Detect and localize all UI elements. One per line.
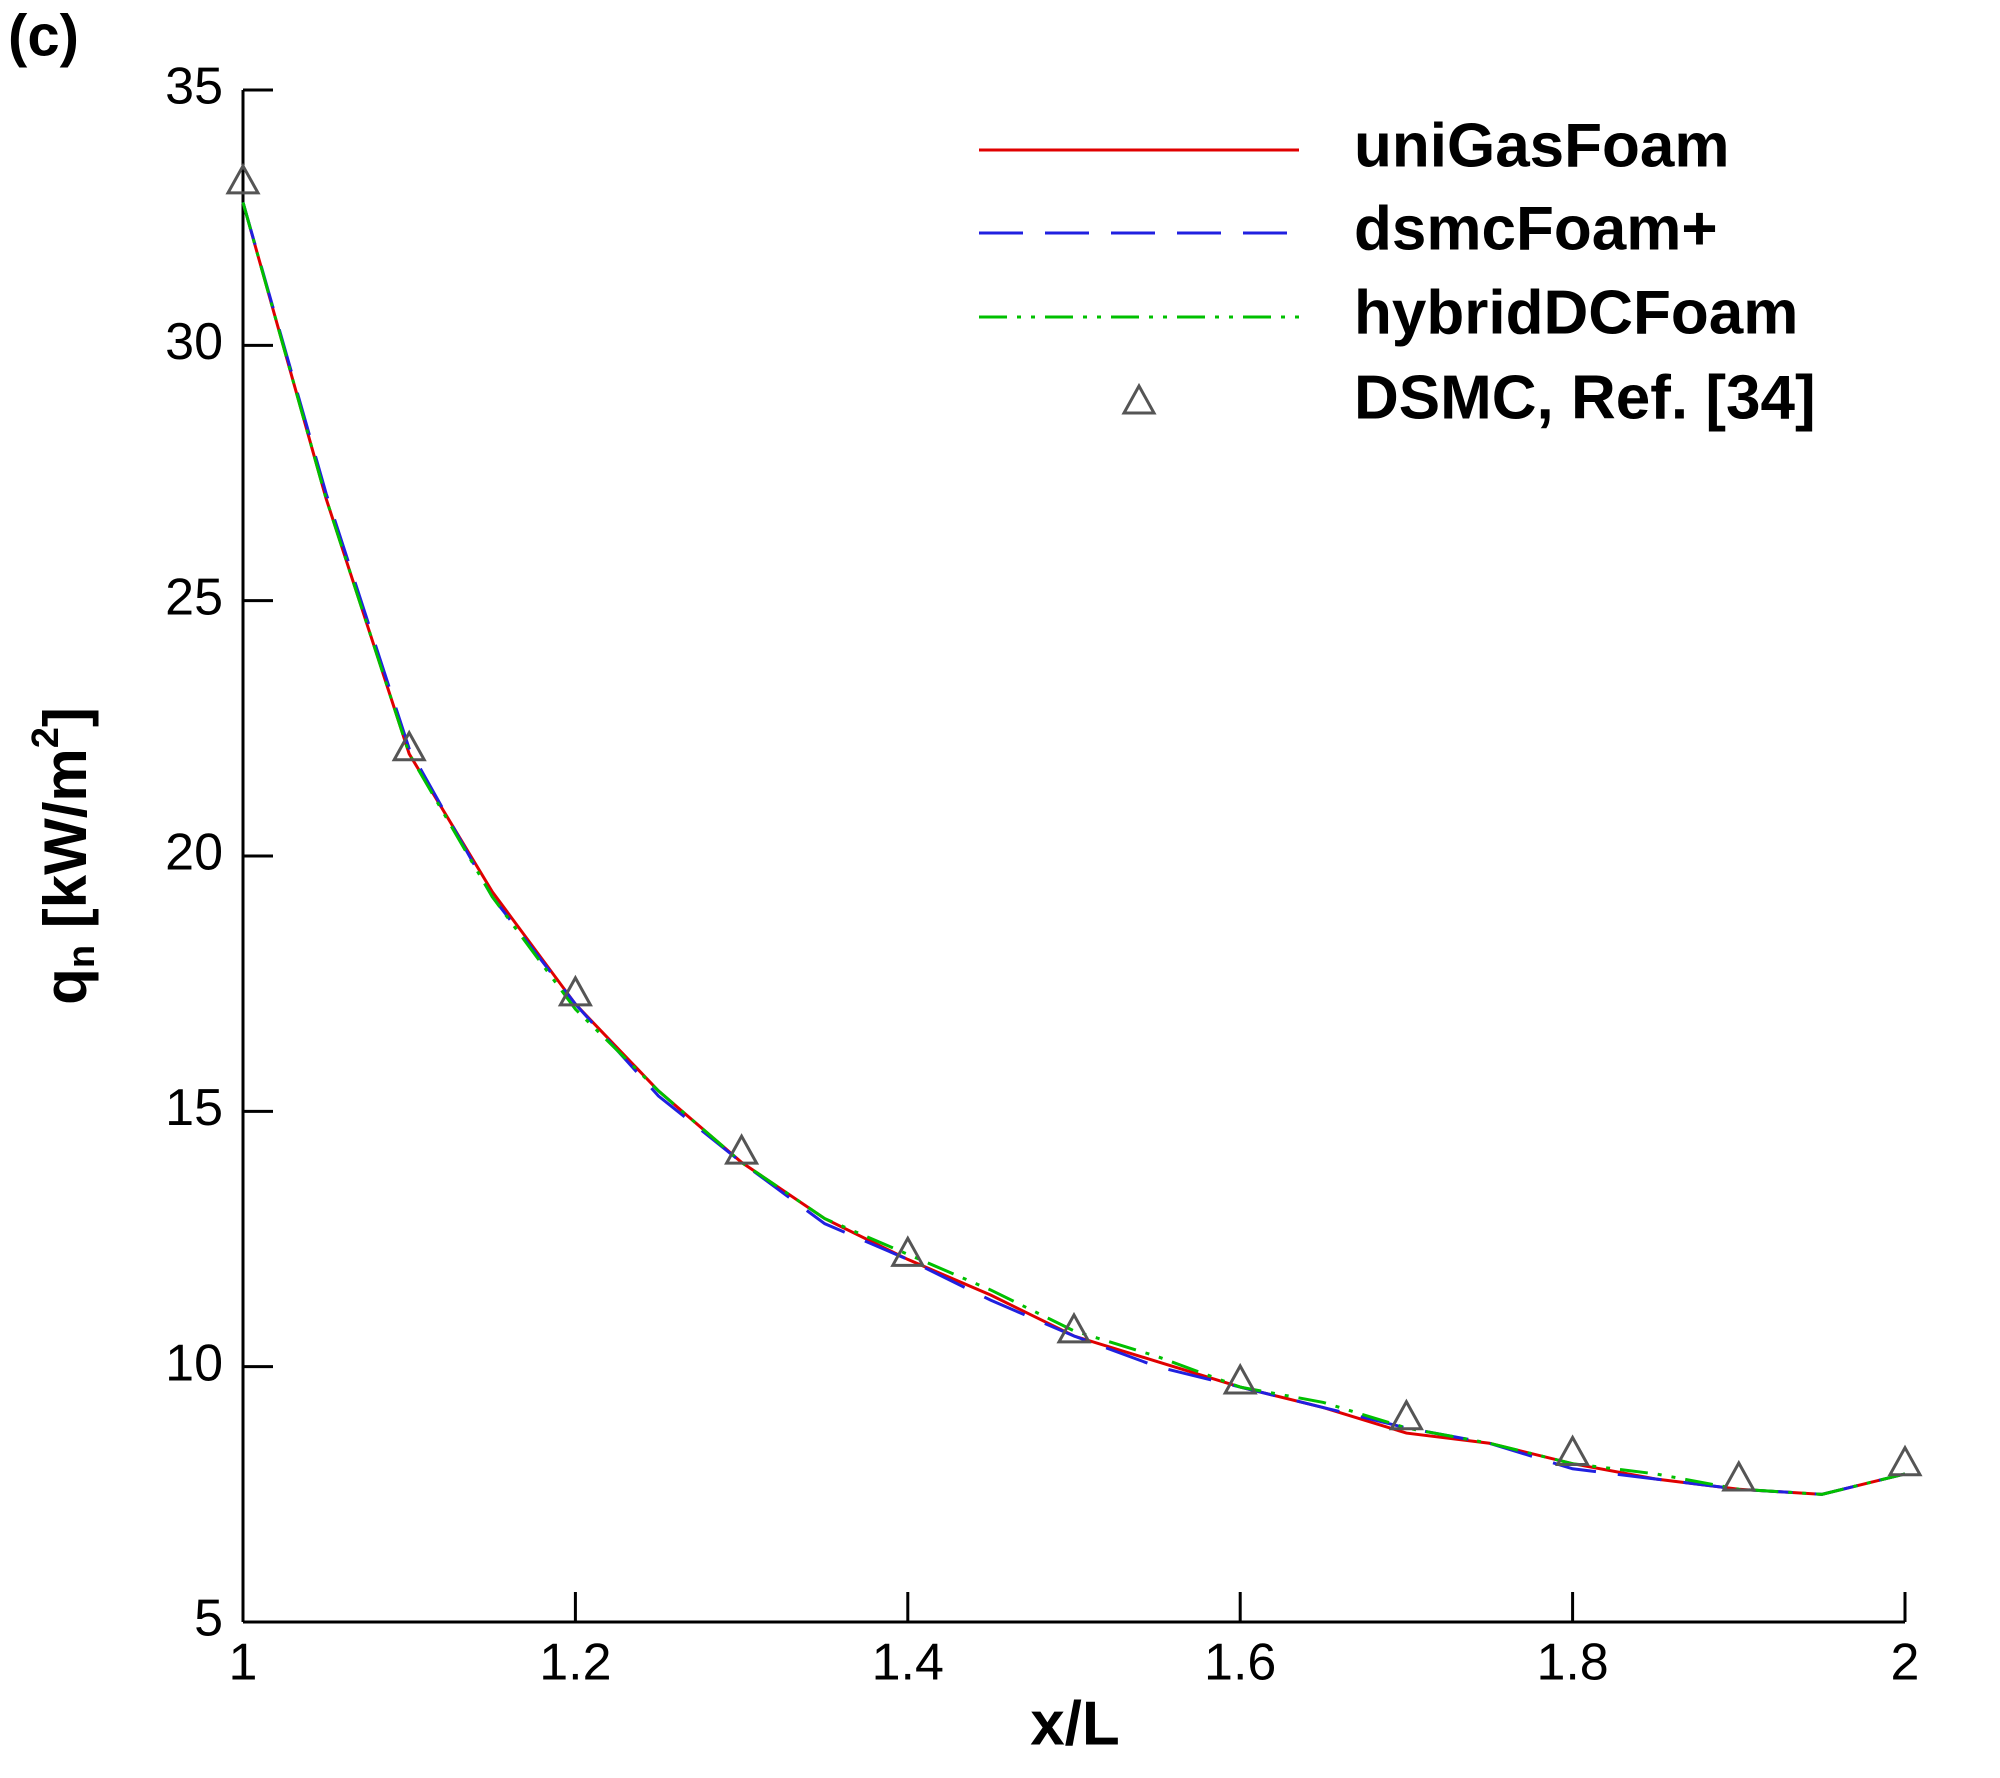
y-axis-label: qn [kW/m2] — [25, 707, 103, 1005]
marker — [225, 162, 261, 195]
series-line — [241, 201, 1906, 1496]
x-tick-label: 2 — [1891, 1634, 1920, 1692]
y-tick-label: 5 — [194, 1590, 223, 1648]
x-axis-label: x/L — [1030, 1689, 1120, 1758]
y-label-part: ] — [32, 707, 99, 727]
legend-label: dsmcFoam+ — [1354, 194, 1718, 263]
x-tick-label: 1.2 — [539, 1634, 611, 1692]
y-tick-label: 35 — [165, 58, 223, 116]
marker — [1887, 1444, 1923, 1477]
marker — [391, 729, 427, 762]
x-tick-label: 1 — [229, 1634, 258, 1692]
y-tick-label: 25 — [165, 568, 223, 626]
marker — [1721, 1459, 1757, 1492]
marker — [890, 1235, 926, 1267]
y-tick-label: 20 — [165, 824, 223, 882]
legend-label: DSMC, Ref. [34] — [1354, 363, 1816, 432]
legend-label: hybridDCFoam — [1354, 278, 1798, 347]
y-label-part: q — [32, 968, 99, 1005]
legend-label: uniGasFoam — [1354, 111, 1730, 180]
y-tick-label: 30 — [165, 313, 223, 371]
marker — [1222, 1362, 1258, 1395]
x-tick-label: 1.4 — [872, 1634, 944, 1692]
series-line — [241, 201, 1906, 1496]
x-tick-label: 1.8 — [1536, 1634, 1608, 1692]
legend-swatch — [1121, 382, 1157, 415]
y-label-sup: 2 — [25, 727, 67, 748]
marker — [1056, 1311, 1092, 1344]
y-label-sub: n — [61, 945, 103, 968]
y-tick-label: 10 — [165, 1334, 223, 1392]
panel-label: (c) — [8, 3, 79, 68]
marker — [724, 1133, 760, 1165]
marker — [557, 974, 593, 1007]
x-tick-label: 1.6 — [1204, 1634, 1276, 1692]
marker — [1388, 1398, 1424, 1431]
y-label-part: [kW/m — [32, 748, 99, 945]
y-tick-label: 15 — [165, 1079, 223, 1137]
marker — [1555, 1434, 1591, 1466]
